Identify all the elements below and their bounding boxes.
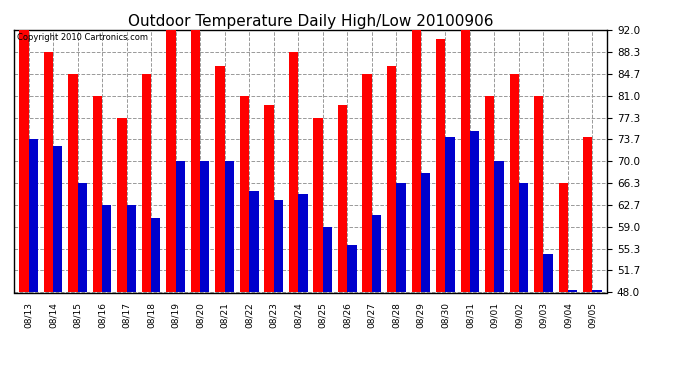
Bar xyxy=(176,161,185,292)
Bar xyxy=(583,137,593,292)
Bar xyxy=(200,161,210,292)
Bar xyxy=(53,146,62,292)
Bar xyxy=(92,96,102,292)
Bar xyxy=(43,52,53,292)
Bar xyxy=(313,118,323,292)
Bar xyxy=(28,139,38,292)
Bar xyxy=(470,131,479,292)
Bar xyxy=(362,74,372,292)
Bar xyxy=(102,205,111,292)
Bar xyxy=(68,74,77,292)
Title: Outdoor Temperature Daily High/Low 20100906: Outdoor Temperature Daily High/Low 20100… xyxy=(128,14,493,29)
Bar xyxy=(249,191,259,292)
Bar xyxy=(225,161,234,292)
Bar xyxy=(19,30,28,292)
Bar xyxy=(77,183,87,292)
Bar xyxy=(323,227,332,292)
Bar xyxy=(289,52,298,292)
Bar xyxy=(593,290,602,292)
Bar xyxy=(519,183,529,292)
Bar xyxy=(338,105,347,292)
Bar xyxy=(151,218,161,292)
Bar xyxy=(117,118,126,292)
Bar xyxy=(347,245,357,292)
Bar xyxy=(215,66,225,292)
Bar xyxy=(436,39,445,292)
Bar xyxy=(240,96,249,292)
Bar xyxy=(568,290,578,292)
Bar xyxy=(142,74,151,292)
Text: Copyright 2010 Cartronics.com: Copyright 2010 Cartronics.com xyxy=(17,33,148,42)
Bar xyxy=(264,105,274,292)
Bar xyxy=(421,173,430,292)
Bar xyxy=(510,74,519,292)
Bar xyxy=(126,205,136,292)
Bar xyxy=(495,161,504,292)
Bar xyxy=(445,137,455,292)
Bar xyxy=(460,30,470,292)
Bar xyxy=(396,183,406,292)
Bar xyxy=(559,183,568,292)
Bar xyxy=(166,30,176,292)
Bar xyxy=(544,254,553,292)
Bar xyxy=(485,96,495,292)
Bar xyxy=(274,200,283,292)
Bar xyxy=(191,30,200,292)
Bar xyxy=(534,96,544,292)
Bar xyxy=(298,194,308,292)
Bar xyxy=(387,66,396,292)
Bar xyxy=(411,30,421,292)
Bar xyxy=(372,215,381,292)
